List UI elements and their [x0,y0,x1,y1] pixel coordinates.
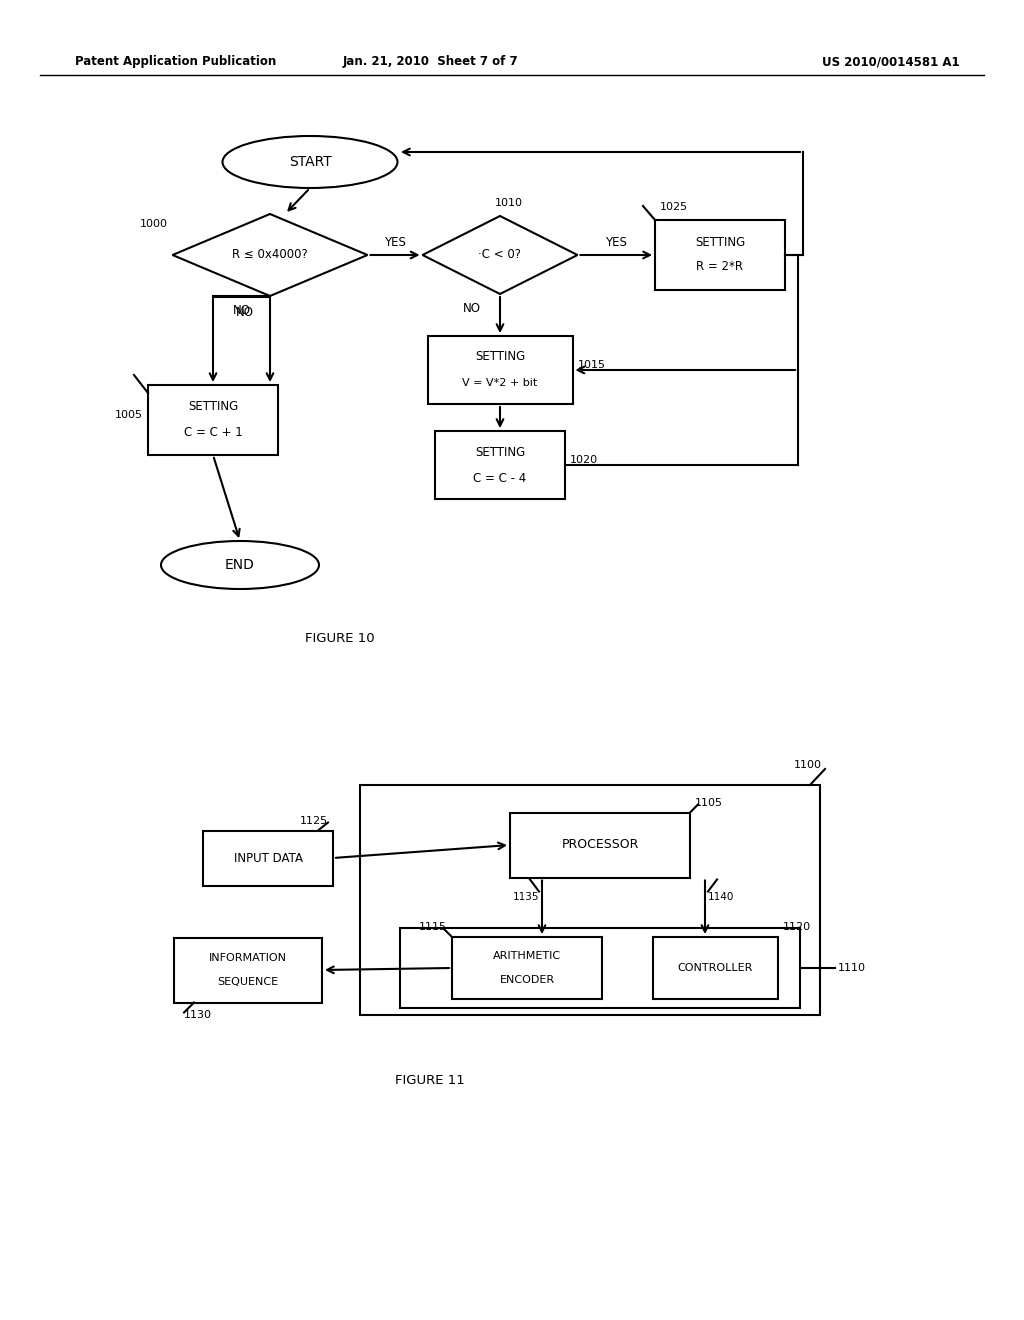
Text: END: END [225,558,255,572]
Text: R = 2*R: R = 2*R [696,260,743,273]
Bar [452,937,602,999]
Ellipse shape [161,541,319,589]
Text: SEQUENCE: SEQUENCE [217,977,279,987]
Polygon shape [423,216,578,294]
Text: 1025: 1025 [660,202,688,213]
Text: FIGURE 10: FIGURE 10 [305,631,375,644]
Text: 1115: 1115 [419,921,447,932]
Bar [148,385,278,455]
Bar [652,937,777,999]
Text: V = V*2 + bit: V = V*2 + bit [463,378,538,388]
Text: CONTROLLER: CONTROLLER [677,964,753,973]
Text: R ≤ 0x4000?: R ≤ 0x4000? [232,248,308,261]
Text: PROCESSOR: PROCESSOR [561,838,639,851]
Text: ·C < 0?: ·C < 0? [478,248,521,261]
Bar [655,220,785,290]
Bar [435,432,565,499]
Text: 1010: 1010 [495,198,523,209]
Text: 1100: 1100 [794,760,822,770]
Text: ENCODER: ENCODER [500,975,555,985]
Text: 1105: 1105 [695,797,723,808]
Text: SETTING: SETTING [695,236,745,249]
Bar [203,830,333,886]
Text: 1120: 1120 [782,921,811,932]
Text: 1020: 1020 [570,455,598,465]
Text: 1000: 1000 [139,219,168,228]
Text: Jan. 21, 2010  Sheet 7 of 7: Jan. 21, 2010 Sheet 7 of 7 [342,55,518,69]
Text: SETTING: SETTING [187,400,239,413]
Text: 1130: 1130 [184,1010,212,1019]
Text: FIGURE 11: FIGURE 11 [395,1073,465,1086]
Text: ARITHMETIC: ARITHMETIC [493,950,561,961]
Text: SETTING: SETTING [475,446,525,458]
Text: C = C + 1: C = C + 1 [183,426,243,440]
Bar [360,785,820,1015]
Text: START: START [289,154,332,169]
Text: 1005: 1005 [115,411,143,420]
Ellipse shape [222,136,397,187]
Text: C = C - 4: C = C - 4 [473,471,526,484]
Text: Patent Application Publication: Patent Application Publication [75,55,276,69]
Text: NO: NO [236,305,254,318]
Bar [174,937,322,1002]
Bar [400,928,800,1008]
Text: INPUT DATA: INPUT DATA [233,851,302,865]
Text: NO: NO [233,304,251,317]
Text: YES: YES [605,236,627,249]
Text: US 2010/0014581 A1: US 2010/0014581 A1 [822,55,961,69]
Text: SETTING: SETTING [475,351,525,363]
Text: INFORMATION: INFORMATION [209,953,287,964]
Text: 1135: 1135 [512,892,539,903]
Text: 1140: 1140 [708,892,734,903]
Text: 1125: 1125 [300,816,328,825]
Text: YES: YES [384,236,406,249]
Text: 1110: 1110 [838,964,866,973]
Text: NO: NO [463,301,481,314]
Polygon shape [172,214,368,296]
Text: 1015: 1015 [578,360,605,370]
Bar [510,813,690,878]
Bar [427,337,572,404]
